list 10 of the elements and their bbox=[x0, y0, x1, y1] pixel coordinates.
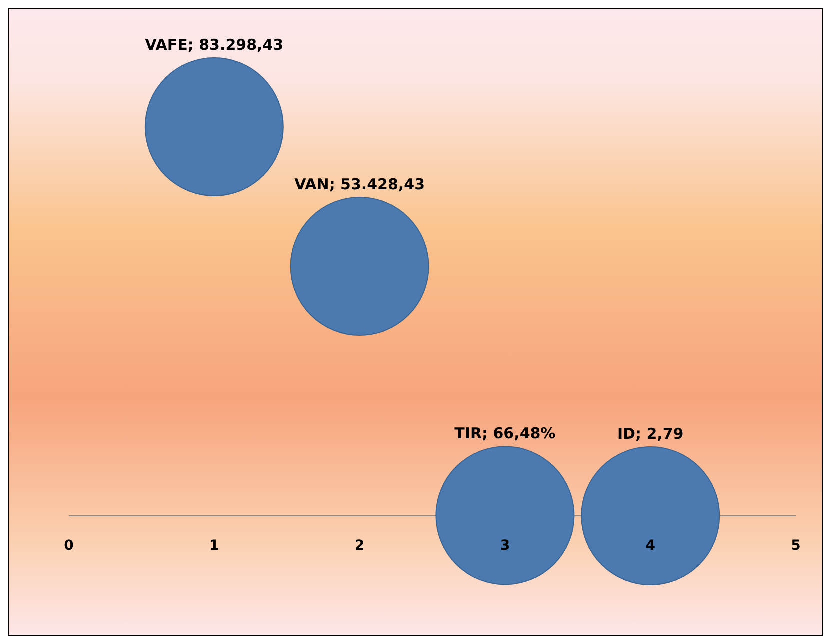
x-tick-label: 2 bbox=[354, 538, 365, 554]
x-tick-label: 0 bbox=[64, 538, 74, 554]
x-tick-label: 5 bbox=[791, 538, 801, 554]
data-label: TIR; 66,48% bbox=[454, 424, 556, 443]
x-tick-label: 3 bbox=[500, 538, 510, 554]
x-tick-label: 1 bbox=[210, 538, 220, 554]
data-label: VAFE; 83.298,43 bbox=[145, 36, 284, 54]
data-label: ID; 2,79 bbox=[617, 424, 684, 443]
x-tick-label: 4 bbox=[646, 538, 656, 554]
data-label: VAN; 53.428,43 bbox=[294, 175, 426, 194]
